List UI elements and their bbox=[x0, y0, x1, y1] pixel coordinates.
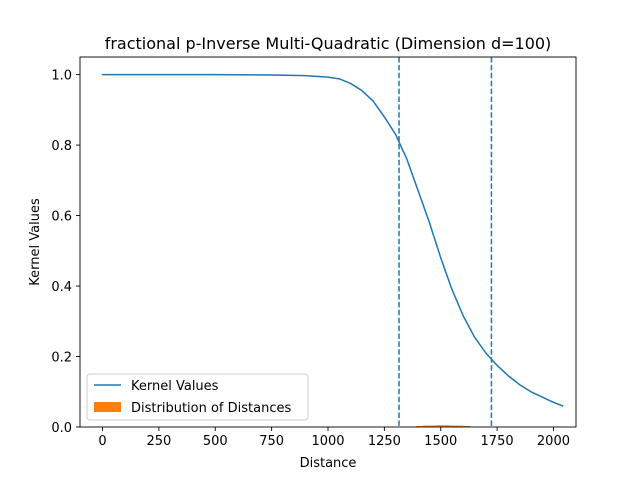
x-tick-label-0: 0 bbox=[98, 434, 106, 449]
histogram-bar-6 bbox=[456, 425, 464, 427]
chart-title: fractional p-Inverse Multi-Quadratic (Di… bbox=[105, 34, 552, 53]
y-axis-label: Kernel Values bbox=[28, 198, 43, 286]
legend-distribution-label: Distribution of Distances bbox=[131, 401, 291, 416]
kernel-values-line bbox=[101, 73, 564, 407]
histogram-bar-0 bbox=[415, 425, 423, 427]
histogram-bar-7 bbox=[463, 425, 471, 427]
x-tick-label-3: 750 bbox=[259, 434, 284, 449]
x-axis-label: Distance bbox=[300, 456, 357, 471]
histogram-bar-2 bbox=[429, 425, 437, 427]
y-tick-label-4: 0.8 bbox=[51, 139, 72, 154]
legend-frame bbox=[86, 373, 309, 421]
histogram-bar-4 bbox=[442, 425, 450, 427]
y-tick-label-0: 0.0 bbox=[51, 421, 72, 436]
histogram-bar-3 bbox=[436, 425, 443, 427]
legend: Kernel Values Distribution of Distances bbox=[86, 373, 309, 421]
legend-distribution-swatch bbox=[94, 402, 121, 412]
x-tick-label-1: 250 bbox=[146, 434, 171, 449]
x-tick-label-4: 1000 bbox=[311, 434, 344, 449]
legend-kernel-label: Kernel Values bbox=[131, 379, 219, 394]
y-tick-label-2: 0.4 bbox=[51, 280, 72, 295]
x-tick-label-8: 2000 bbox=[537, 434, 570, 449]
y-tick-label-5: 1.0 bbox=[51, 69, 72, 84]
x-tick-label-6: 1500 bbox=[424, 434, 457, 449]
plot-area: 0 250 500 750 1000 1250 1500 1750 2000 0.0 0.2 0.4 0… bbox=[51, 56, 577, 449]
x-tick-label-5: 1250 bbox=[368, 434, 401, 449]
y-tick-label-1: 0.2 bbox=[51, 351, 72, 366]
x-tick-label-7: 1750 bbox=[481, 434, 514, 449]
y-tick-label-3: 0.6 bbox=[51, 210, 72, 225]
histogram-bar-1 bbox=[422, 425, 430, 427]
histogram-bar-5 bbox=[449, 425, 457, 427]
x-tick-label-2: 500 bbox=[203, 434, 228, 449]
